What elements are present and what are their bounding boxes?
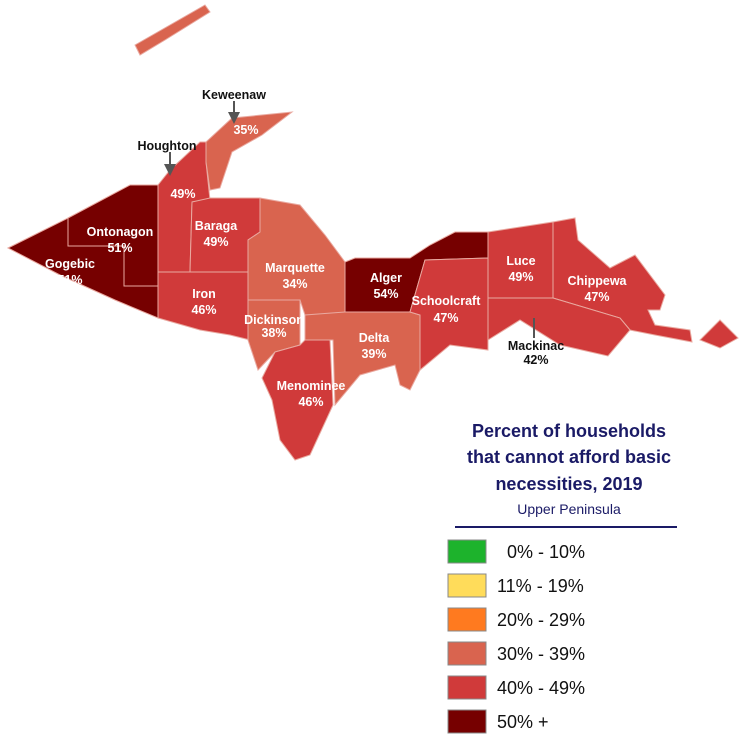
county-name: Dickinson [244,313,304,327]
legend-items: 0% - 10% 11% - 19% 20% - 29% 30% - 39% 40% -… [447,539,585,734]
county-name: Luce [506,254,535,268]
county-value: 47% [584,290,609,304]
county-name: Houghton [137,139,196,153]
legend-subtitle: Upper Peninsula [517,501,621,517]
legend-title: necessities, 2019 [495,474,642,494]
isle-royale [134,4,211,56]
county-shape [247,197,346,316]
county-value: 38% [261,326,286,340]
county-name: Chippewa [567,274,627,288]
legend-label: 20% - 29% [497,610,585,630]
county-name: Keweenaw [202,88,266,102]
county-value: 49% [203,235,228,249]
county-name: Menominee [277,379,346,393]
county-value: 39% [361,347,386,361]
county-value: 34% [282,277,307,291]
county-value: 35% [233,123,258,137]
county-shape [205,111,294,191]
county-value: 46% [191,303,216,317]
legend-label: 0% - 10% [507,542,585,562]
county-name: Gogebic [45,257,95,271]
legend-label: 50% + [497,712,549,732]
legend-title: that cannot afford basic [467,447,671,467]
county-shape [487,297,631,357]
county-value: 51% [107,241,132,255]
county-name: Ontonagon [87,225,154,239]
county-value: 47% [433,311,458,325]
legend-label: 11% - 19% [497,576,584,596]
counties [6,111,739,461]
legend-swatch [447,675,487,700]
county-shape [67,184,159,287]
legend: Percent of households that cannot afford… [447,421,677,734]
county-name: Iron [192,287,216,301]
legend-label: 40% - 49% [497,678,585,698]
county-name: Schoolcraft [412,294,482,308]
legend-swatch [447,607,487,632]
county-value: 42% [523,353,548,367]
county-shape [699,319,739,349]
legend-title: Percent of households [472,421,666,441]
legend-swatch [447,539,487,564]
county-value: 54% [373,287,398,301]
county-value: 49% [508,270,533,284]
county-labels: Gogebic 51% Ontonagon 51% Houghton 49% Keweena… [45,88,628,409]
county-value: 51% [57,273,82,287]
county-name: Delta [359,331,391,345]
legend-swatch [447,641,487,666]
county-value: 49% [170,187,195,201]
county-name: Marquette [265,261,325,275]
county-value: 46% [298,395,323,409]
legend-swatch [447,709,487,734]
county-name: Mackinac [508,339,564,353]
legend-swatch [447,573,487,598]
legend-label: 30% - 39% [497,644,585,664]
county-name: Baraga [195,219,238,233]
county-name: Alger [370,271,402,285]
